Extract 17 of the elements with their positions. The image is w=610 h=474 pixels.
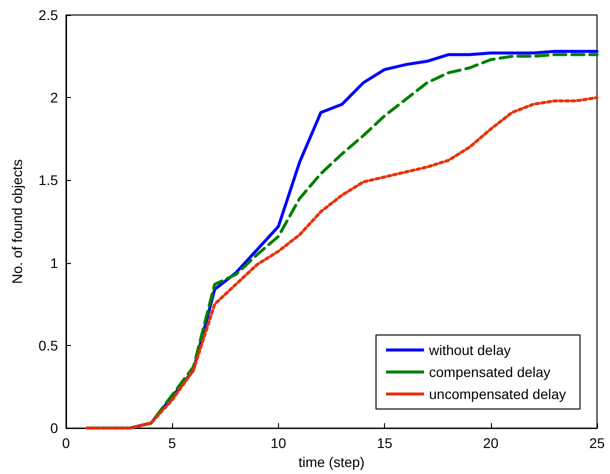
x-axis-title: time (step) [298,454,365,470]
x-tick-label: 5 [168,435,176,452]
legend-label: compensated delay [429,364,550,380]
legend-label: without delay [428,342,511,358]
x-tick-label: 25 [589,435,605,452]
y-tick-label: 2.5 [38,7,58,23]
y-tick-label: 1 [50,254,58,271]
y-tick-label: 2 [50,90,58,106]
x-tick-label: 0 [62,435,70,452]
x-tick-label: 20 [483,435,499,452]
y-tick-label: 0.5 [38,337,58,354]
y-tick-label: 1.5 [38,172,58,188]
y-tick-label: 0 [50,420,58,436]
legend-label: uncompensated delay [429,386,566,402]
x-tick-label: 10 [270,435,286,452]
y-axis-title: No. of found objects [9,159,25,284]
x-tick-label: 15 [376,435,393,452]
